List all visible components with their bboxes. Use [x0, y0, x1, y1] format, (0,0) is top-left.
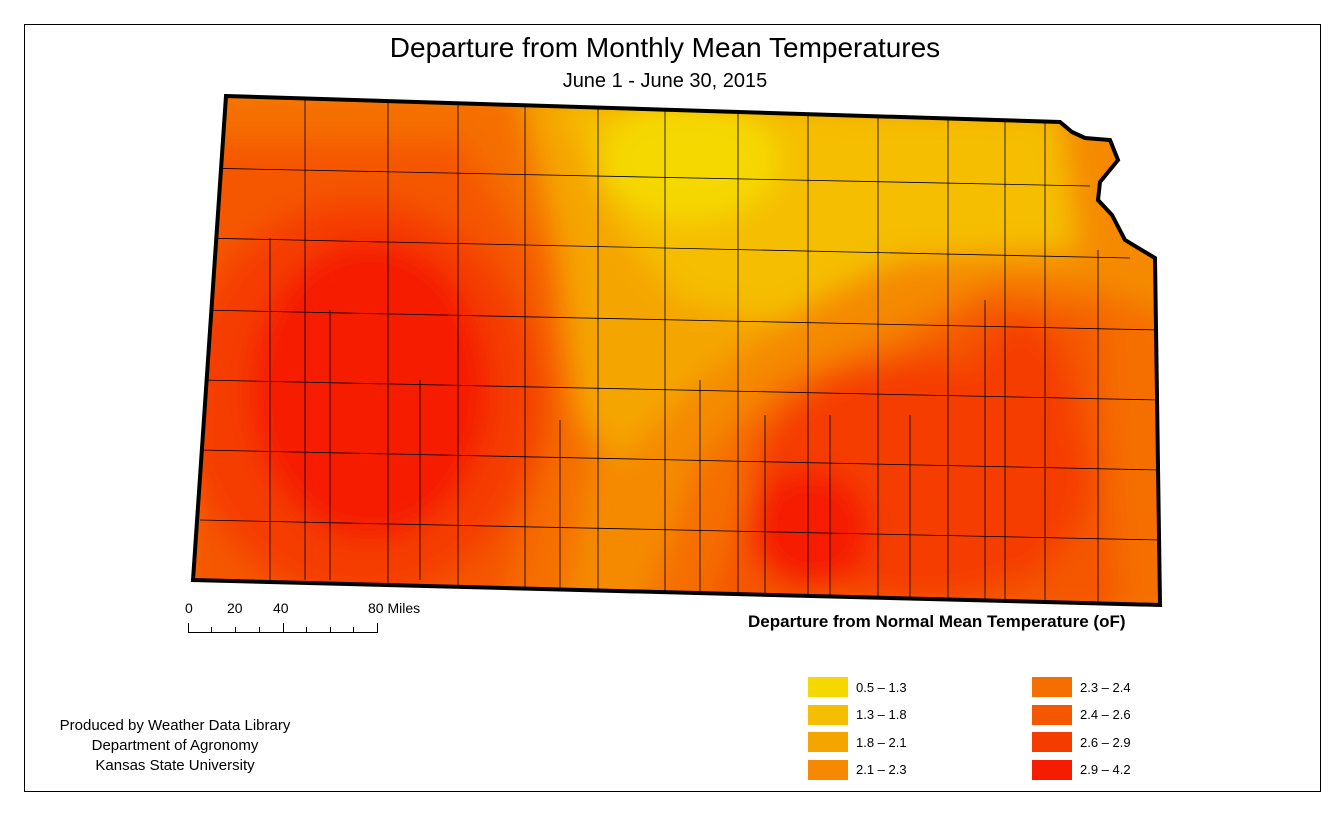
legend-label: 2.4 – 2.6 — [1080, 707, 1131, 722]
legend-swatch — [808, 704, 848, 725]
credit-line: Kansas State University — [95, 757, 255, 774]
legend-title: Departure from Normal Mean Temperature (… — [748, 612, 1126, 631]
credit-line: Department of Agronomy — [91, 737, 259, 754]
legend-label: 0.5 – 1.3 — [856, 679, 907, 695]
temperature-contours — [193, 96, 1160, 605]
county-boundaries — [199, 96, 1160, 605]
legend-swatch — [1032, 704, 1072, 725]
legend-label: 1.3 – 1.8 — [856, 707, 907, 722]
map-frame — [24, 24, 1321, 792]
credits: Produced by Weather Data Library Departm… — [30, 716, 320, 776]
legend-label: 1.8 – 2.1 — [856, 734, 907, 750]
legend-item: 1.8 – 2.1 — [808, 732, 907, 752]
legend-item: 2.4 – 2.6 — [1032, 704, 1131, 725]
legend-swatch — [808, 677, 848, 697]
scale-label-20: 20 — [227, 600, 243, 616]
legend-swatch — [808, 732, 848, 752]
legend-swatch — [808, 759, 848, 780]
map-subtitle: June 1 - June 30, 2015 — [562, 70, 768, 92]
legend-swatch — [1032, 732, 1072, 752]
legend-swatch — [1032, 677, 1072, 697]
scale-label-40: 40 — [273, 600, 289, 616]
legend-item: 1.3 – 1.8 — [808, 704, 907, 725]
legend-label: 2.9 – 4.2 — [1080, 762, 1131, 777]
legend-item: 2.1 – 2.3 — [808, 759, 907, 780]
map-title: Departure from Monthly Mean Temperatures — [389, 32, 941, 63]
legend-label: 2.3 – 2.4 — [1080, 679, 1131, 695]
scale-label-80: 80 Miles — [368, 600, 421, 616]
scale-bar — [188, 622, 378, 633]
legend-item: 2.6 – 2.9 — [1032, 732, 1131, 752]
legend-label: 2.1 – 2.3 — [856, 762, 907, 777]
legend-swatch — [1032, 759, 1072, 780]
legend-item: 0.5 – 1.3 — [808, 677, 907, 697]
legend-item: 2.9 – 4.2 — [1032, 759, 1131, 780]
legend-item: 2.3 – 2.4 — [1032, 677, 1131, 697]
legend-label: 2.6 – 2.9 — [1080, 734, 1131, 750]
scale-label-0: 0 — [185, 600, 193, 616]
credit-line: Produced by Weather Data Library — [59, 717, 291, 734]
